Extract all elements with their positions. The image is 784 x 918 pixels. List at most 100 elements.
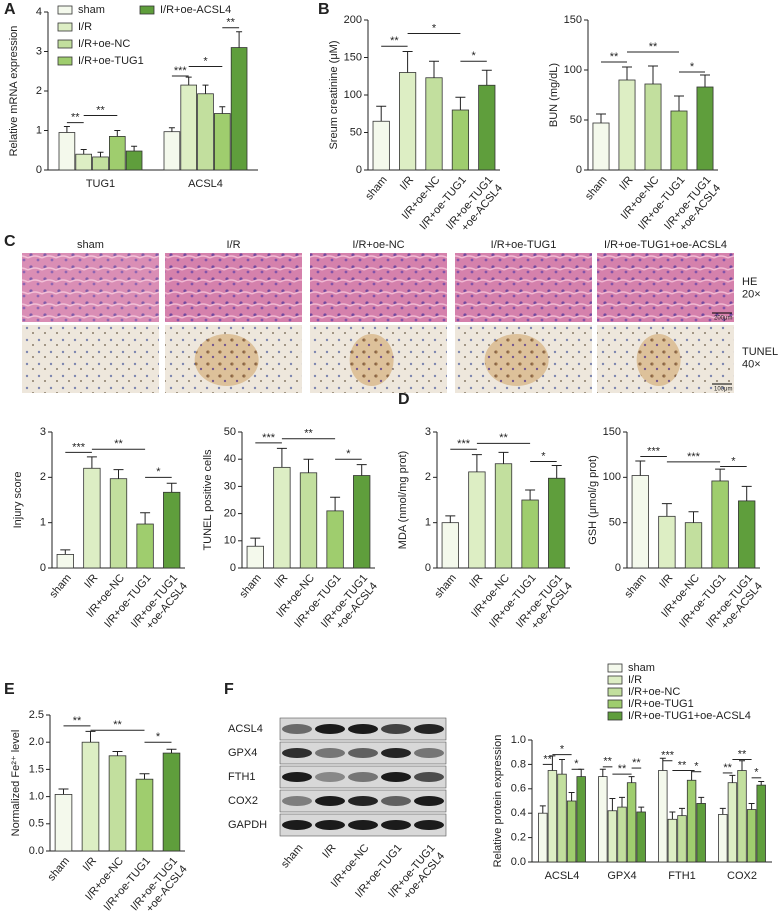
bar bbox=[273, 466, 291, 569]
legend-label: sham bbox=[78, 4, 105, 16]
error-bar bbox=[112, 750, 123, 756]
y-tick-label: 30 bbox=[224, 480, 236, 492]
blot-band bbox=[282, 796, 312, 806]
legend-swatch bbox=[57, 5, 73, 15]
bar bbox=[197, 93, 214, 171]
y-tick-label: 100 bbox=[564, 64, 582, 76]
significance-label: ** bbox=[603, 756, 612, 768]
significance-label: ** bbox=[610, 51, 619, 63]
error-bar bbox=[619, 796, 625, 808]
bar bbox=[213, 113, 231, 171]
histology-column-label: sham bbox=[77, 239, 104, 251]
y-axis-label: MDA (nmol/mg prot) bbox=[397, 451, 409, 549]
tunel-stain bbox=[636, 334, 681, 386]
legend-swatch bbox=[607, 711, 623, 721]
y-tick-label: 1.5 bbox=[29, 763, 44, 775]
significance-label: * bbox=[432, 22, 437, 34]
tunel-stain bbox=[194, 334, 259, 386]
y-tick-label: 150 bbox=[564, 14, 582, 26]
blot-band bbox=[348, 772, 378, 782]
bar bbox=[547, 770, 558, 863]
significance-label: ** bbox=[113, 719, 122, 731]
histology-column-label: I/R bbox=[226, 239, 240, 251]
error-bar bbox=[622, 66, 632, 80]
error-bar bbox=[219, 106, 226, 114]
blot-band bbox=[414, 796, 444, 806]
bar bbox=[538, 812, 548, 863]
bar bbox=[75, 153, 93, 171]
bar bbox=[686, 779, 697, 863]
bar bbox=[468, 471, 486, 569]
bar bbox=[162, 752, 181, 852]
bar bbox=[756, 784, 766, 863]
bar bbox=[658, 770, 668, 863]
blot-band bbox=[282, 772, 312, 782]
error-bar bbox=[402, 51, 413, 73]
blot-band bbox=[414, 820, 444, 830]
bar bbox=[163, 491, 181, 569]
y-tick-label: 100 bbox=[603, 471, 621, 483]
y-tick-label: 50 bbox=[609, 517, 621, 529]
error-bar bbox=[471, 454, 482, 472]
error-bar bbox=[166, 482, 177, 493]
y-tick-label: 2 bbox=[40, 471, 46, 483]
x-tick-label: I/R bbox=[272, 572, 290, 591]
y-axis-label: Relative mRNA expression bbox=[8, 26, 20, 157]
error-bar bbox=[635, 460, 646, 476]
error-bar bbox=[551, 465, 562, 479]
legend-swatch bbox=[57, 22, 73, 32]
he-image bbox=[455, 253, 592, 322]
significance-label: ** bbox=[678, 759, 687, 771]
error-bar bbox=[599, 768, 606, 777]
error-bar bbox=[60, 549, 71, 555]
x-tick-label: I/R bbox=[657, 572, 675, 591]
bar bbox=[326, 510, 344, 569]
bar bbox=[494, 463, 513, 569]
x-tick-label: ACSL4 bbox=[188, 178, 223, 190]
bar bbox=[737, 770, 747, 863]
error-bar bbox=[568, 791, 575, 801]
significance-label: ** bbox=[73, 715, 82, 727]
error-bar bbox=[445, 515, 456, 523]
bar bbox=[557, 773, 567, 863]
error-bar bbox=[609, 798, 616, 811]
scale-bar-label: 100μm bbox=[714, 387, 732, 393]
legend-label: I/R+oe-TUG1+oe-ACSL4 bbox=[628, 710, 751, 722]
x-tick-label: I/R bbox=[82, 572, 100, 591]
y-tick-label: 3 bbox=[425, 426, 431, 438]
y-tick-label: 0 bbox=[36, 164, 42, 176]
x-tick-label: COX2 bbox=[727, 870, 757, 882]
y-tick-label: 50 bbox=[350, 126, 362, 138]
bar bbox=[617, 806, 627, 863]
blot-band bbox=[348, 748, 378, 758]
y-axis-label: Injury score bbox=[12, 472, 24, 529]
tunel-image bbox=[22, 325, 159, 393]
panel-label: C bbox=[4, 233, 16, 250]
significance-label: * bbox=[560, 744, 565, 756]
histology-column-label: I/R+oe-NC bbox=[352, 239, 404, 251]
x-tick-label: TUG1 bbox=[86, 178, 115, 190]
legend-label: I/R+oe-TUG1 bbox=[78, 55, 144, 67]
bar bbox=[718, 814, 728, 863]
bar bbox=[399, 72, 417, 171]
bar bbox=[478, 84, 496, 171]
blot-band bbox=[348, 820, 378, 830]
blot-band bbox=[414, 772, 444, 782]
tunel-stain bbox=[349, 334, 394, 386]
blot-band bbox=[282, 820, 312, 830]
error-bar bbox=[741, 485, 752, 501]
blot-protein-label: GAPDH bbox=[228, 819, 267, 831]
panel-label: F bbox=[224, 681, 234, 698]
bar bbox=[727, 782, 738, 863]
y-tick-label: 1 bbox=[36, 124, 42, 136]
chart: 0 50 100 150 200 Sreum creatinine (μM) sham I/R… bbox=[328, 14, 505, 234]
significance-label: *** bbox=[262, 432, 276, 444]
y-tick-label: 0 bbox=[576, 164, 582, 176]
y-tick-label: 20 bbox=[224, 508, 236, 520]
bar bbox=[618, 79, 636, 171]
y-tick-label: 0 bbox=[230, 562, 236, 574]
panel-label: B bbox=[318, 1, 330, 18]
legend-label: I/R+oe-ACSL4 bbox=[160, 4, 231, 16]
x-tick-label: sham bbox=[583, 174, 609, 202]
